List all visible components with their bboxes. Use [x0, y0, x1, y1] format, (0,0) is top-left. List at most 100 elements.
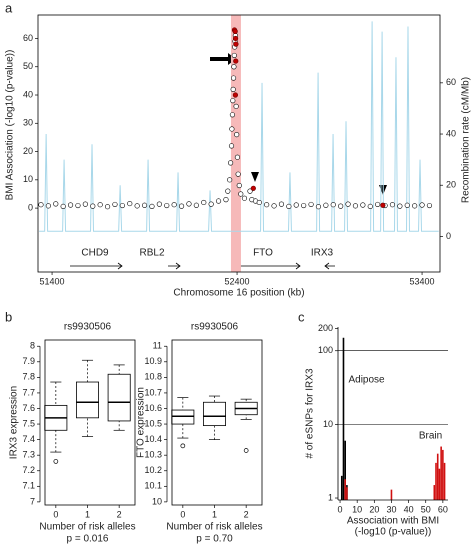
snp-point — [293, 202, 299, 208]
snp-point — [232, 35, 239, 42]
y-axis-label: IRX3 expression — [9, 386, 20, 459]
count-bar — [342, 337, 345, 500]
snp-point — [112, 201, 118, 208]
y-tick-label: 40 — [23, 89, 33, 99]
snp-point — [412, 203, 418, 209]
y-tick-label: 100 — [318, 345, 333, 355]
snp-point — [232, 92, 238, 98]
snp-point — [230, 75, 237, 81]
snp-point — [241, 195, 248, 201]
snp-point — [236, 182, 242, 189]
snp-point — [90, 203, 96, 209]
y-tick-label: 0 — [28, 202, 33, 212]
x-axis-label: Chromosome 16 position (kb) — [173, 288, 304, 299]
snp-point — [330, 202, 336, 208]
snp-point — [234, 154, 241, 160]
snp-point — [171, 202, 177, 208]
panel-label: b — [5, 309, 12, 324]
recombination-line — [39, 21, 439, 232]
y-tick-label: 0 — [446, 231, 451, 241]
snp-point — [201, 199, 207, 206]
y-tick-label: 30 — [23, 118, 33, 128]
snp-point — [419, 202, 425, 208]
box — [203, 401, 226, 427]
outlier — [180, 443, 186, 449]
y-tick-label: 10 — [152, 496, 162, 506]
snp-point — [75, 202, 81, 209]
snp-point — [233, 58, 239, 64]
y-tick-label: 10.4 — [144, 434, 162, 444]
snp-point — [264, 202, 270, 208]
snp-point — [380, 202, 386, 208]
gene-label: RBL2 — [139, 248, 164, 259]
y-tick-label: 11 — [153, 341, 162, 351]
snp-point — [225, 188, 231, 194]
y-tick-label: 60 — [23, 33, 33, 43]
snp-point — [397, 203, 403, 209]
annotations — [70, 53, 387, 270]
y-tick-label: 10.9 — [144, 356, 162, 366]
x-tick-label: 2 — [244, 509, 249, 519]
y-tick-label: 7.5 — [22, 418, 35, 428]
count-bar — [435, 462, 437, 500]
snp-point — [234, 131, 240, 138]
y-tick-label: 10 — [23, 174, 33, 184]
y-tick-label: 10.6 — [144, 403, 162, 413]
snp-point — [278, 201, 285, 207]
snp-point — [231, 64, 237, 70]
snp-point — [238, 191, 244, 197]
snp-point — [367, 203, 373, 210]
y-tick-label: 7.2 — [22, 465, 35, 475]
snp-point — [134, 203, 140, 209]
snp-point — [156, 201, 162, 207]
y-tick-label: 40 — [446, 128, 456, 138]
snp-point — [104, 204, 111, 210]
snp-point — [208, 201, 214, 207]
y-tick-label: 10 — [323, 419, 333, 429]
p-value: p = 0.016 — [67, 534, 109, 545]
y-tick-label: 10.3 — [144, 450, 162, 460]
snp-point — [301, 202, 307, 209]
snp-point — [178, 203, 185, 209]
series-label: Adipose — [348, 375, 385, 386]
y-tick-label: 8 — [30, 341, 35, 351]
panel-label: a — [5, 0, 13, 15]
y-tick-label: 7.9 — [22, 356, 35, 366]
count-bar — [436, 453, 439, 500]
snp-point — [229, 126, 235, 132]
snp-point — [375, 201, 381, 208]
gene-arrows — [70, 262, 335, 270]
snp-point — [286, 203, 292, 210]
x-tick-label: 50 — [421, 504, 431, 514]
snp-point — [119, 202, 125, 209]
y-tick-label: 10.7 — [144, 387, 162, 397]
snp-point — [404, 202, 410, 208]
snp-point — [164, 202, 170, 209]
x-tick-label: 53400 — [410, 276, 435, 286]
snp-point — [149, 203, 155, 210]
count-bar — [438, 468, 441, 500]
snp-point — [67, 202, 74, 208]
y-tick-label: 7.3 — [22, 450, 35, 460]
y-tick-label: 7.1 — [22, 481, 35, 491]
plot-frame — [171, 339, 263, 506]
x-tick-label: 10 — [352, 504, 362, 514]
y-axis-label: FTO expression — [136, 387, 147, 458]
snp-point — [233, 103, 239, 109]
x-tick-label: 0 — [338, 504, 343, 514]
y-tick-label: 7.6 — [22, 403, 35, 413]
snp-point — [227, 177, 233, 183]
chart-title: rs9930506 — [191, 322, 239, 333]
x-tick-label: 51400 — [40, 276, 65, 286]
snp-point — [308, 201, 314, 208]
x-tick-label: 0 — [180, 509, 185, 519]
y-tick-label: 7 — [30, 496, 35, 506]
snp-point — [230, 86, 236, 92]
x-axis-label: Number of risk alleles — [39, 522, 135, 533]
snp-point — [231, 52, 237, 59]
count-bar — [346, 487, 348, 500]
snp-point — [232, 28, 238, 34]
x-tick-label: 1 — [212, 509, 217, 519]
snp-point — [338, 203, 344, 209]
